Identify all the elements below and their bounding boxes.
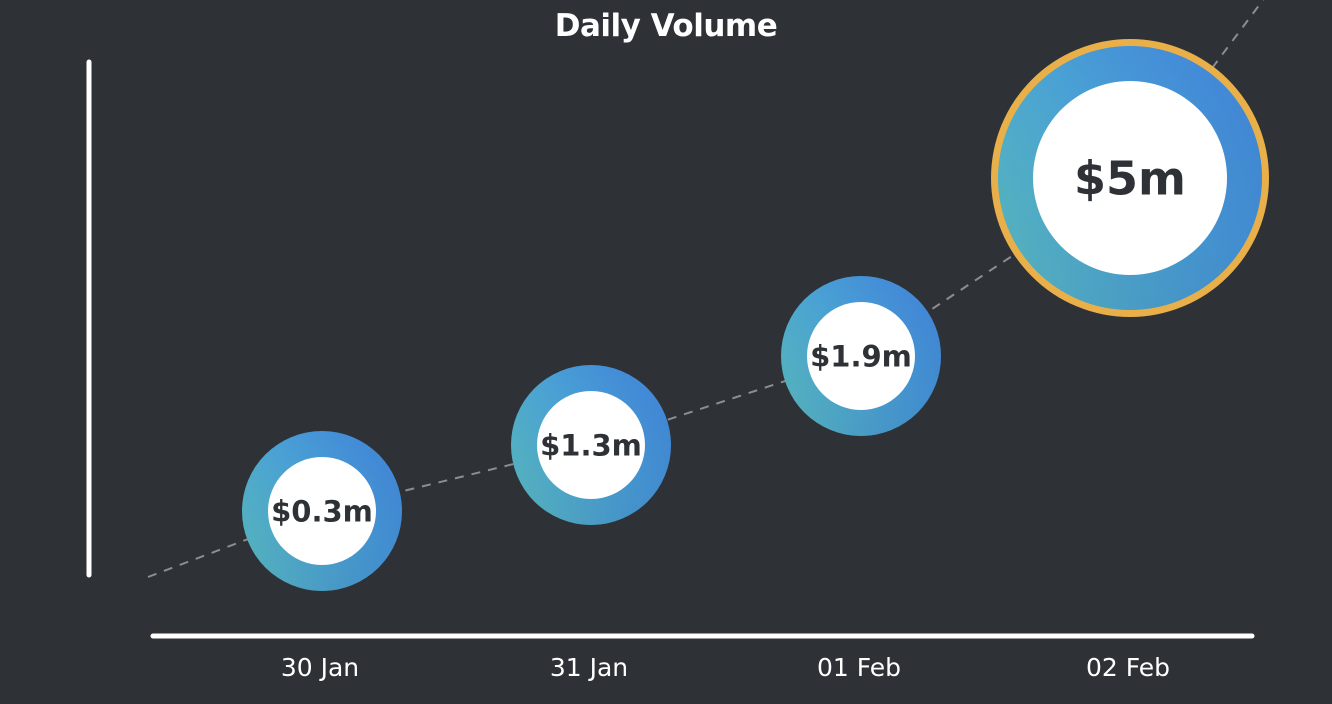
x-tick-label-2: 31 Jan — [550, 653, 628, 682]
bubble-center — [268, 457, 376, 565]
bubble-2: $1.3m — [511, 365, 671, 525]
data-label-3: $1.9m — [810, 339, 912, 373]
data-label-2: $1.3m — [540, 428, 642, 462]
x-tick-label-3: 01 Feb — [817, 653, 901, 682]
bubble-center — [1033, 81, 1227, 275]
bubble-center — [537, 391, 645, 499]
bubble-center — [807, 302, 915, 410]
bubble-3: $1.9m — [781, 276, 941, 436]
data-label-4: $5m — [1074, 152, 1186, 206]
bubble-4: $5m — [991, 39, 1269, 317]
x-tick-label-4: 02 Feb — [1086, 653, 1170, 682]
chart-title: Daily Volume — [554, 8, 778, 44]
data-label-1: $0.3m — [271, 494, 373, 528]
x-tick-label-1: 30 Jan — [281, 653, 359, 682]
bubble-1: $0.3m — [242, 431, 402, 591]
